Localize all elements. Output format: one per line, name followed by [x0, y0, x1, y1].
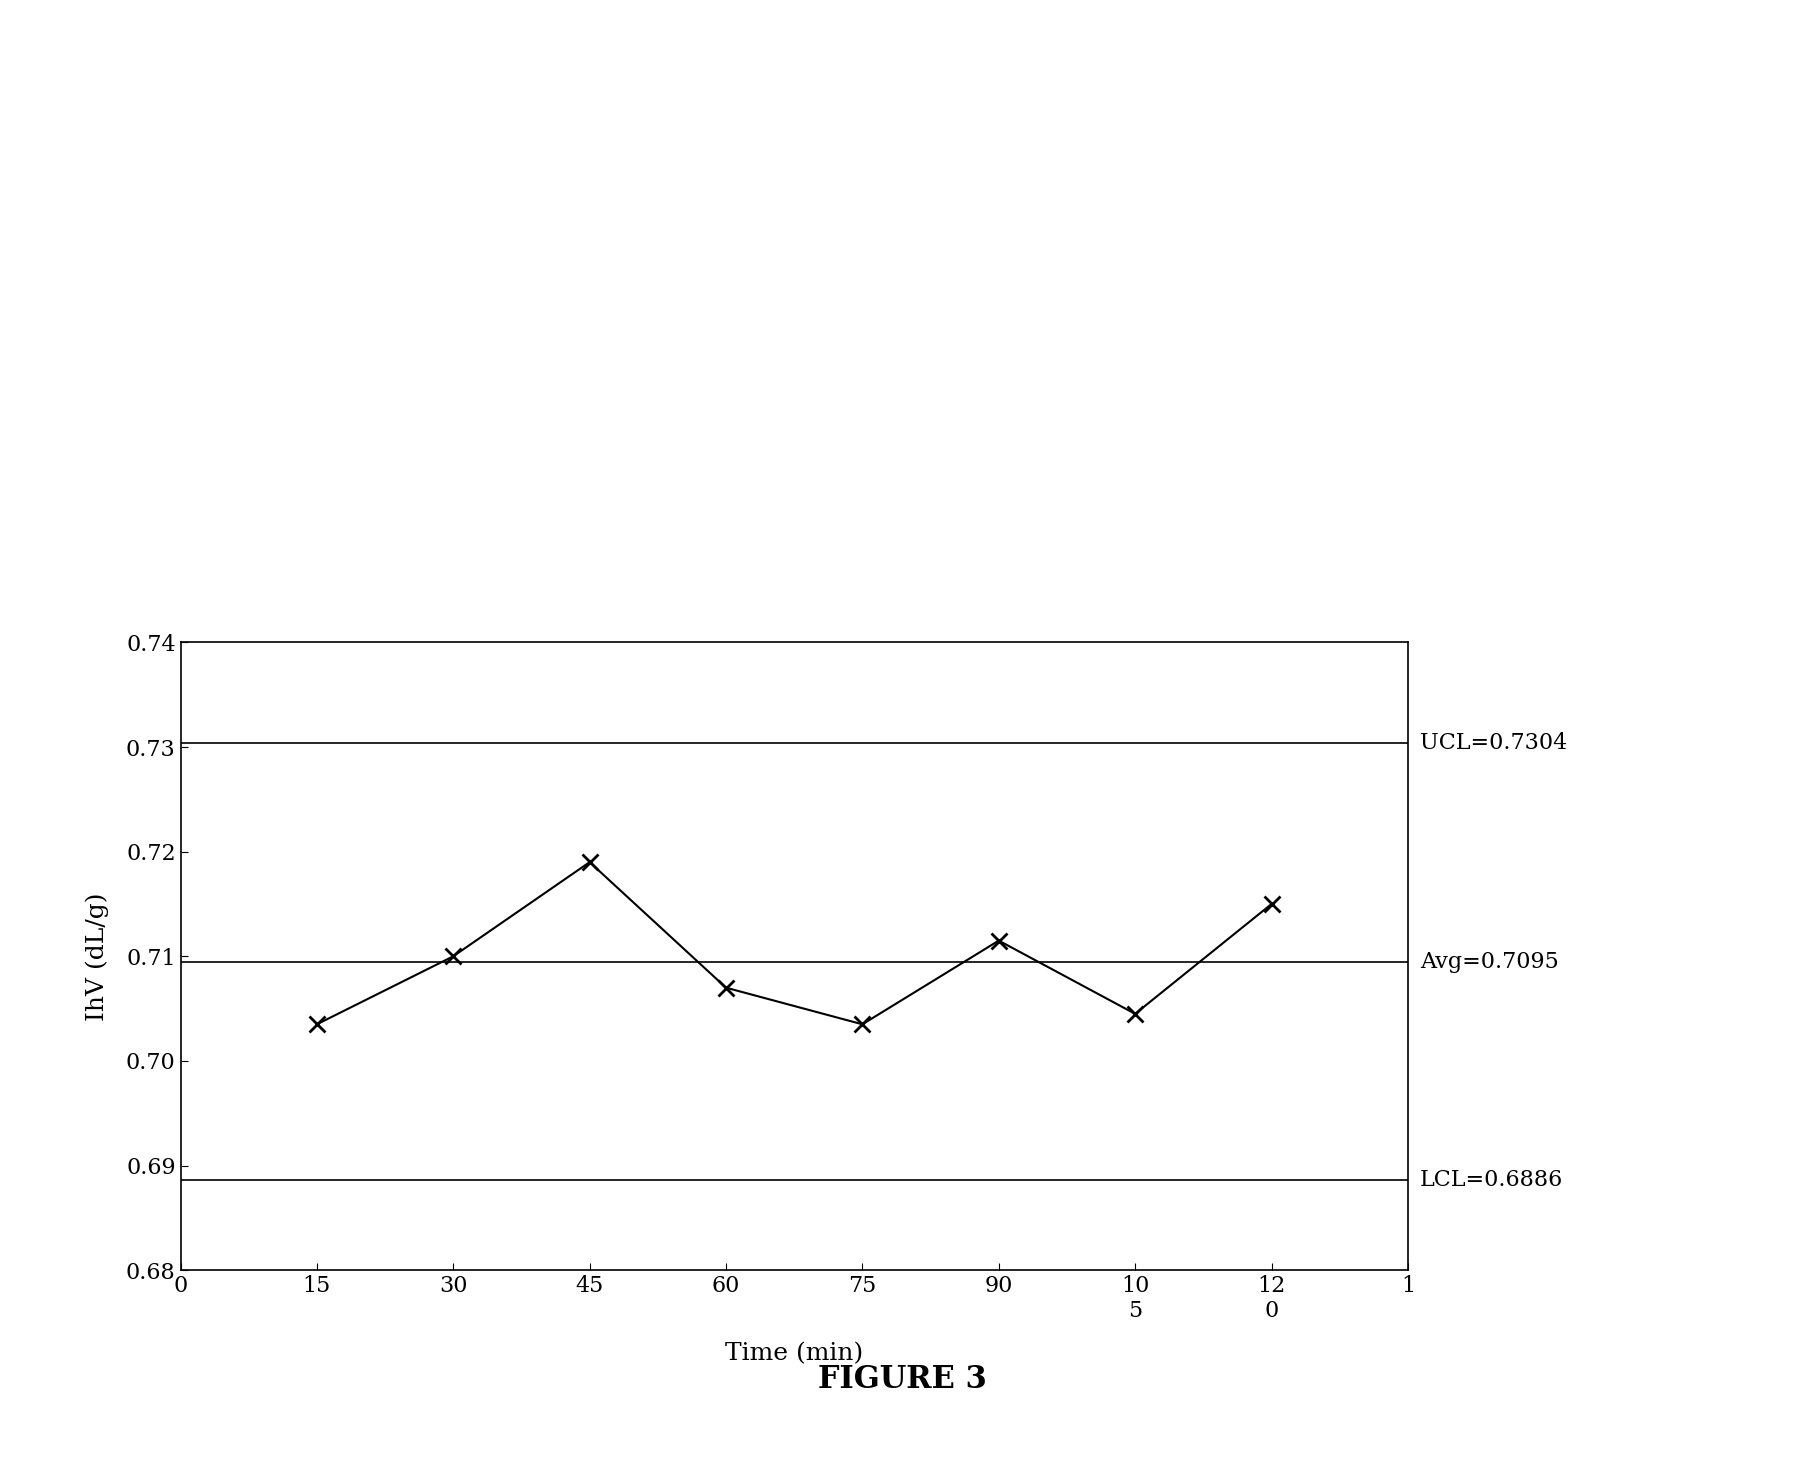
Text: UCL=0.7304: UCL=0.7304	[1421, 731, 1567, 753]
Y-axis label: IhV (dL/g): IhV (dL/g)	[85, 892, 110, 1021]
Text: FIGURE 3: FIGURE 3	[818, 1364, 987, 1396]
Text: Avg=0.7095: Avg=0.7095	[1421, 950, 1560, 972]
Text: LCL=0.6886: LCL=0.6886	[1421, 1169, 1563, 1191]
X-axis label: Time (min): Time (min)	[726, 1342, 863, 1365]
